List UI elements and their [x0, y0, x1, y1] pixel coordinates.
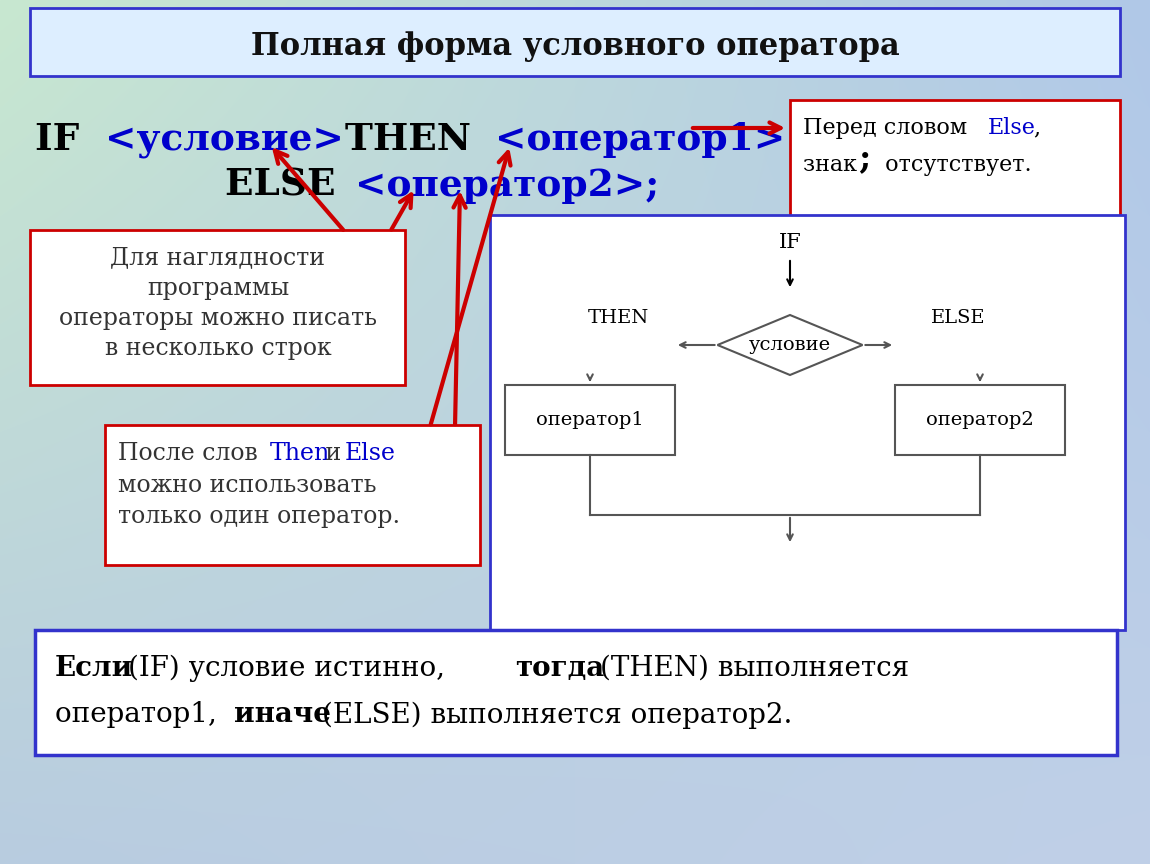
Text: (ELSE) выполняется оператор2.: (ELSE) выполняется оператор2.	[322, 702, 792, 728]
Text: и: и	[319, 442, 348, 465]
Text: ELSE: ELSE	[225, 167, 348, 204]
Text: IF: IF	[34, 122, 92, 158]
FancyBboxPatch shape	[505, 385, 675, 455]
Text: оператор2: оператор2	[926, 411, 1034, 429]
FancyBboxPatch shape	[790, 100, 1120, 220]
Text: Else: Else	[988, 117, 1036, 139]
Text: <оператор1>: <оператор1>	[494, 122, 785, 158]
Text: ,: ,	[1033, 117, 1040, 139]
Text: Если: Если	[55, 655, 133, 682]
Text: можно использовать: можно использовать	[118, 473, 376, 497]
Text: Полная форма условного оператора: Полная форма условного оператора	[251, 31, 899, 62]
Text: (THEN) выполняется: (THEN) выполняется	[600, 655, 910, 682]
Text: условие: условие	[749, 336, 831, 354]
Text: Else: Else	[345, 442, 396, 465]
Text: знак: знак	[803, 154, 864, 176]
FancyBboxPatch shape	[30, 8, 1120, 76]
Text: тогда: тогда	[515, 655, 604, 682]
FancyBboxPatch shape	[895, 385, 1065, 455]
Text: оператор1,: оператор1,	[55, 702, 225, 728]
Text: <оператор2>;: <оператор2>;	[355, 167, 659, 204]
Text: операторы можно писать: операторы можно писать	[59, 307, 377, 329]
FancyBboxPatch shape	[30, 230, 405, 385]
Text: отсутствует.: отсутствует.	[877, 154, 1032, 176]
Polygon shape	[718, 315, 862, 375]
Text: <условие>: <условие>	[105, 122, 356, 158]
Text: Для наглядности: Для наглядности	[110, 246, 325, 270]
Text: IF: IF	[779, 232, 802, 251]
Text: только один оператор.: только один оператор.	[118, 505, 400, 529]
FancyBboxPatch shape	[490, 215, 1125, 630]
Text: После слов: После слов	[118, 442, 266, 465]
Text: ;: ;	[858, 142, 871, 175]
FancyBboxPatch shape	[105, 425, 480, 565]
Text: в несколько строк: в несколько строк	[105, 336, 331, 359]
Text: иначе: иначе	[233, 702, 331, 728]
Text: (IF) условие истинно,: (IF) условие истинно,	[128, 654, 454, 682]
Text: оператор1: оператор1	[536, 411, 644, 429]
Text: Then: Then	[270, 442, 330, 465]
FancyBboxPatch shape	[34, 630, 1117, 755]
Text: программы: программы	[147, 276, 289, 300]
Text: THEN: THEN	[345, 122, 484, 158]
Text: ELSE: ELSE	[930, 309, 986, 327]
Text: Перед словом: Перед словом	[803, 117, 974, 139]
Text: THEN: THEN	[588, 309, 649, 327]
